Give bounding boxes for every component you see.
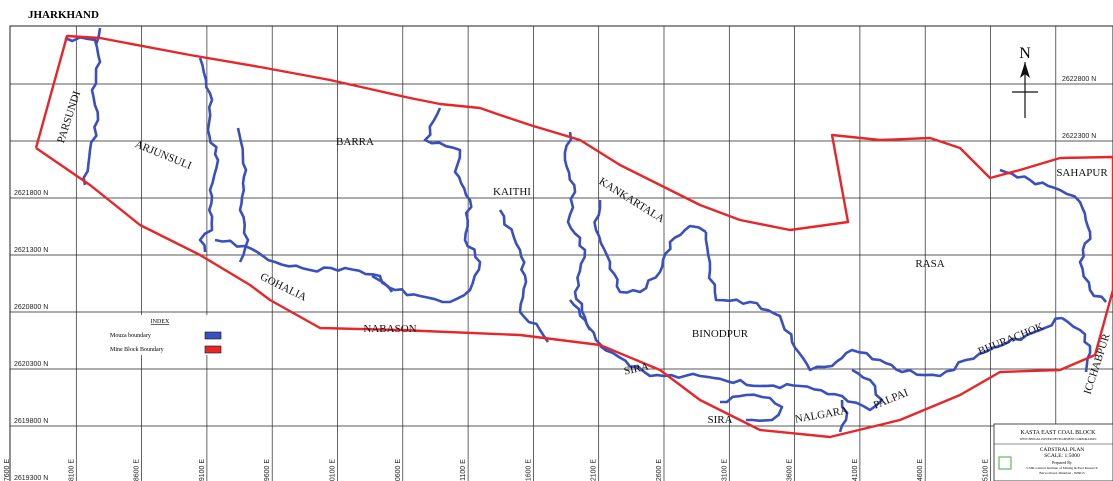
prepared-by: Prepared By: [1052, 460, 1072, 465]
block-title: KASTA EAST COAL BLOCK: [1020, 430, 1096, 436]
mouza-boundary: [371, 107, 482, 304]
address: Barwa Road, Dhanbad - 826015: [1039, 471, 1084, 476]
mouza-boundary: [838, 399, 849, 433]
mouza-boundary: [64, 35, 102, 186]
easting-label: 28100 E: [68, 459, 75, 481]
easting-label: 33100 E: [721, 459, 728, 481]
mouza-boundary: [236, 127, 250, 263]
village-label: ARJUNSULI: [133, 138, 193, 172]
northing-label: 2622800 N: [1062, 76, 1096, 83]
easting-label: 31100 E: [460, 459, 467, 481]
north-arrow: N: [1012, 45, 1038, 118]
mouza-boundary: [593, 200, 707, 294]
mouza-boundary: [94, 27, 102, 46]
mouza-boundary: [720, 393, 784, 423]
index-item: Mouza boundary: [110, 333, 151, 339]
easting-label: 30100 E: [330, 459, 337, 481]
easting-label: 30600 E: [395, 459, 402, 481]
index-title: INDEX: [151, 319, 170, 325]
village-label: PALPAI: [872, 387, 911, 412]
northing-label: 2619800 N: [14, 418, 48, 425]
mouza-boundary: [498, 209, 550, 343]
mouza-boundary: [999, 168, 1108, 303]
northing-label: 2621800 N: [14, 190, 48, 197]
village-label: SIRA: [623, 361, 650, 378]
village-label: NALGARA: [794, 404, 849, 425]
northing-label: 2621300 N: [14, 247, 48, 254]
mouza-boundary: [599, 344, 884, 412]
easting-label: 32600 E: [656, 459, 663, 481]
grid: 2622800 N 2622300 N 2621800 N 2621300 N 2620…: [4, 26, 1113, 481]
easting-label: 34600 E: [917, 459, 924, 481]
easting-label: 28600 E: [134, 459, 141, 481]
legend-blue: [204, 331, 222, 340]
village-label: BHURACHOK: [976, 321, 1045, 358]
logo-box: [998, 456, 1012, 470]
client: WEST BENGAL POWER DEVELOPMENT CORPORATIO…: [1020, 437, 1098, 441]
northing-label: 2622300 N: [1062, 133, 1096, 140]
index-box: INDEX Mouza boundary Mine Block Boundary: [100, 315, 228, 355]
plan-title: CADSTRAL PLAN: [1040, 447, 1085, 453]
map-frame: [9, 25, 1113, 481]
title-block-bg: [993, 423, 1113, 481]
north-label: N: [1019, 45, 1031, 62]
mouza-boundary: [198, 57, 220, 253]
easting-label: 27600 E: [4, 459, 11, 481]
northing-label: 2620300 N: [14, 361, 48, 368]
index-item: Mine Block Boundary: [110, 347, 164, 353]
village-label: SAHAPUR: [1056, 167, 1108, 179]
north-head: [1020, 62, 1030, 78]
state-title: JHARKHAND: [28, 9, 99, 21]
mine-block-boundary: [34, 34, 1113, 439]
easting-label: 29100 E: [199, 459, 206, 481]
easting-label: 34100 E: [852, 459, 859, 481]
village-label: SIRA: [707, 414, 732, 426]
northing-label: 2619300 N: [14, 475, 48, 481]
legend-red: [204, 345, 222, 354]
mouza-boundary: [1061, 316, 1092, 373]
mouza-boundary: [704, 231, 1063, 378]
easting-label: 35100 E: [983, 459, 990, 481]
mouza-boundary: [563, 131, 592, 331]
scale: SCALE: 1:5000: [1044, 453, 1080, 459]
village-label: KAITHI: [493, 186, 531, 198]
village-label: BINODPUR: [692, 328, 749, 340]
title-block: KASTA EAST COAL BLOCK WEST BENGAL POWER …: [993, 423, 1113, 481]
easting-label: 33600 E: [787, 459, 794, 481]
village-label: RASA: [915, 258, 944, 270]
boundaries: [34, 27, 1113, 439]
northing-label: 2620800 N: [14, 304, 48, 311]
village-label: BARRA: [336, 136, 374, 148]
village-label: GOHALIA: [258, 271, 308, 304]
easting-label: 29600 E: [264, 459, 271, 481]
mouza-boundary: [568, 299, 611, 352]
village-label: PARSUNDI: [55, 89, 83, 144]
easting-label: 31600 E: [525, 459, 532, 481]
organisation: CSIR-Central Institute of Mining & Fuel …: [1027, 466, 1098, 470]
mouza-boundary: [214, 238, 394, 293]
village-label: NABASON: [363, 323, 416, 335]
easting-label: 32100 E: [591, 459, 598, 481]
